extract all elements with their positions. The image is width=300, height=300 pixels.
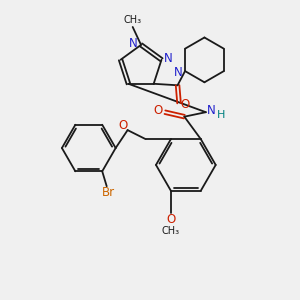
Text: O: O: [180, 98, 190, 111]
Text: N: N: [129, 38, 138, 50]
Text: Br: Br: [102, 186, 115, 199]
Text: N: N: [207, 104, 216, 117]
Text: O: O: [154, 104, 163, 117]
Text: CH₃: CH₃: [124, 15, 142, 26]
Text: O: O: [166, 213, 176, 226]
Text: H: H: [217, 110, 225, 120]
Text: N: N: [164, 52, 172, 65]
Text: CH₃: CH₃: [162, 226, 180, 236]
Text: O: O: [118, 119, 128, 132]
Text: N: N: [174, 66, 183, 79]
